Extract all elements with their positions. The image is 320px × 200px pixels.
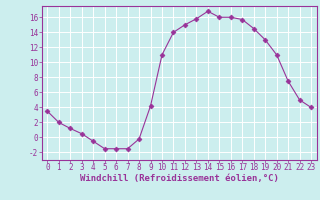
X-axis label: Windchill (Refroidissement éolien,°C): Windchill (Refroidissement éolien,°C): [80, 174, 279, 183]
